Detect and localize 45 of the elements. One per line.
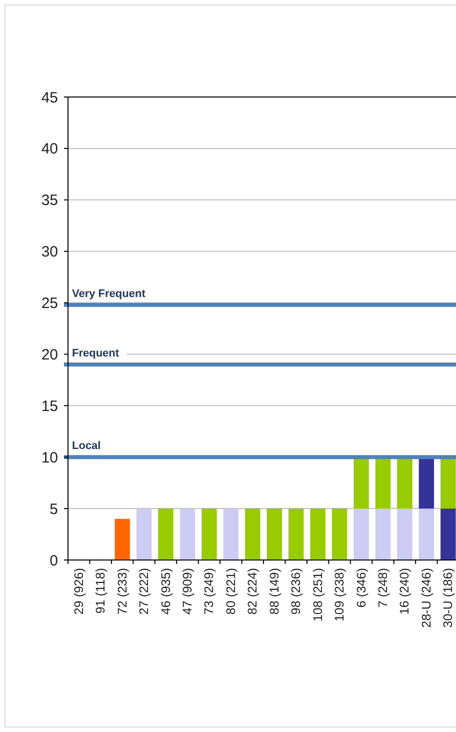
y-tick-label: 40	[41, 140, 58, 158]
x-tick-label: 91 (118)	[94, 568, 108, 614]
bar	[180, 508, 196, 560]
bar	[114, 518, 130, 560]
ref-line-label: Local	[72, 440, 101, 452]
bar	[418, 508, 434, 560]
y-tick-label: 20	[41, 346, 58, 364]
x-tick-label: 30-U (186)	[441, 568, 456, 628]
x-tick-label: 7 (248)	[376, 568, 390, 608]
y-tick-label: 30	[41, 244, 58, 261]
bar	[136, 508, 152, 560]
ref-line-label: Frequent	[72, 348, 120, 360]
bar	[440, 508, 456, 560]
y-tick-label: 25	[41, 295, 58, 312]
x-tick-label: 27 (222)	[137, 568, 152, 615]
y-tick-label: 15	[41, 398, 58, 415]
bar	[375, 508, 391, 560]
x-tick-label: 16 (240)	[398, 568, 412, 615]
y-tick-label: 5	[50, 500, 58, 518]
x-tick-label: 47 (909)	[180, 568, 194, 615]
y-tick-label: 0	[50, 552, 58, 570]
ref-line-label: Very Frequent	[72, 288, 146, 300]
x-tick-label: 98 (236)	[289, 568, 304, 615]
x-tick-label: 109 (238)	[332, 568, 347, 622]
y-tick-label: 10	[41, 449, 58, 466]
x-tick-label: 73 (249)	[202, 568, 216, 615]
y-tick-label: 35	[41, 192, 58, 210]
y-tick-label: 45	[41, 89, 58, 106]
bar	[375, 457, 391, 509]
bar	[418, 457, 434, 509]
x-tick-label: 80 (221)	[224, 568, 238, 615]
x-tick-label: 88 (149)	[267, 568, 282, 615]
bar	[440, 457, 456, 509]
bar	[354, 508, 369, 560]
x-tick-label: 82 (224)	[246, 568, 260, 615]
x-tick-label: 108 (251)	[310, 568, 325, 622]
x-tick-label: 46 (935)	[158, 568, 173, 615]
x-tick-label: 72 (233)	[115, 568, 130, 615]
x-tick-label: 28-U (246)	[419, 568, 434, 628]
bar	[397, 457, 412, 509]
bar	[223, 508, 239, 560]
x-tick-label: 6 (346)	[354, 568, 368, 608]
bar	[397, 508, 412, 560]
x-tick-label: 29 (926)	[72, 568, 86, 615]
bar	[354, 457, 369, 509]
